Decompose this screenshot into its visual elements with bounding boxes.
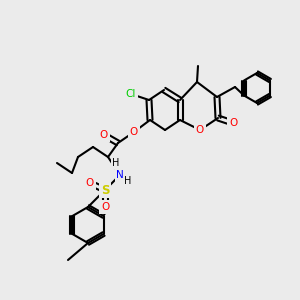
Text: O: O <box>196 125 204 135</box>
Text: O: O <box>101 202 109 212</box>
Text: Cl: Cl <box>126 89 136 99</box>
Text: N: N <box>116 170 124 180</box>
Text: O: O <box>86 178 94 188</box>
Text: H: H <box>124 176 132 186</box>
Text: O: O <box>100 130 108 140</box>
Text: S: S <box>101 184 109 196</box>
Text: O: O <box>130 127 138 137</box>
Text: O: O <box>229 118 237 128</box>
Text: H: H <box>112 158 120 168</box>
